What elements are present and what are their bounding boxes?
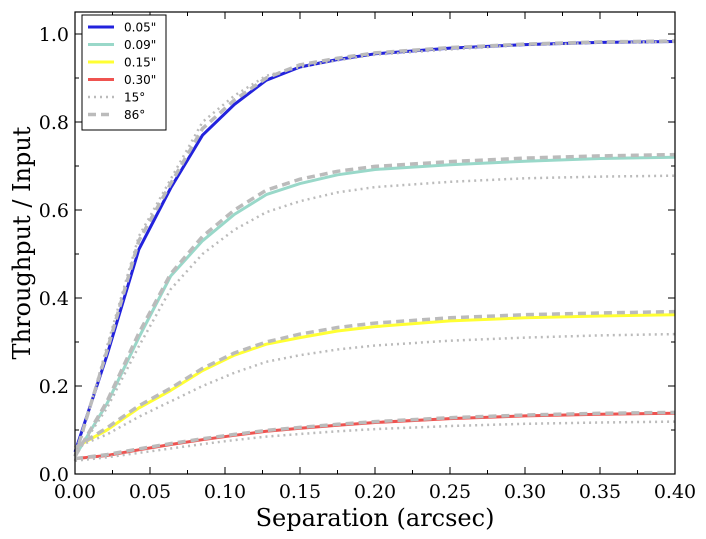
- series-layer: [73, 39, 676, 463]
- legend-label: 0.30": [124, 73, 156, 87]
- legend-label: 0.05": [124, 21, 156, 35]
- plot-frame: [74, 11, 676, 475]
- series-line: [73, 39, 676, 457]
- x-axis-label: Separation (arcsec): [256, 504, 495, 532]
- y-tick-label: 0.2: [39, 376, 69, 398]
- series-line: [73, 155, 676, 458]
- legend: 0.05" 0.09" 0.15" 0.30" 15° 86°: [81, 14, 167, 131]
- x-tick-label: 0.30: [504, 481, 546, 503]
- y-tick-label: 0.8: [39, 112, 69, 134]
- x-tick-label: 0.15: [279, 481, 321, 503]
- y-tick-label: 0.6: [39, 200, 69, 222]
- plot-area: [75, 12, 675, 474]
- legend-label: 0.15": [124, 56, 156, 70]
- y-tick-label: 1.0: [39, 24, 69, 46]
- legend-box: [81, 14, 167, 131]
- y-tick-label: 0.0: [39, 464, 69, 486]
- series-line: [74, 309, 676, 450]
- series-line: [74, 410, 676, 461]
- legend-label: 86°: [124, 108, 145, 122]
- x-tick-label: 0.20: [354, 481, 396, 503]
- x-tick-label: 0.10: [204, 481, 246, 503]
- x-tick-label: 0.00: [54, 481, 96, 503]
- series-line: [74, 420, 676, 463]
- series-line: [73, 174, 676, 458]
- series-line: [73, 152, 676, 458]
- x-tick-labels: 0.00 0.05 0.10 0.15 0.20 0.25 0.30 0.35 0.40: [54, 481, 696, 503]
- legend-label: 0.09": [124, 38, 156, 52]
- y-axis-label: Throughput / Input: [8, 126, 36, 359]
- x-tick-label: 0.35: [579, 481, 621, 503]
- y-tick-label: 0.4: [39, 288, 69, 310]
- y-tick-labels: 0.0 0.2 0.4 0.6 0.8 1.0: [39, 24, 69, 486]
- x-tick-label: 0.25: [429, 481, 471, 503]
- series-line: [74, 332, 676, 449]
- x-tick-label: 0.05: [129, 481, 171, 503]
- legend-label: 15°: [124, 91, 145, 105]
- x-tick-label: 0.40: [654, 481, 696, 503]
- series-line: [73, 40, 676, 462]
- series-line: [74, 313, 676, 449]
